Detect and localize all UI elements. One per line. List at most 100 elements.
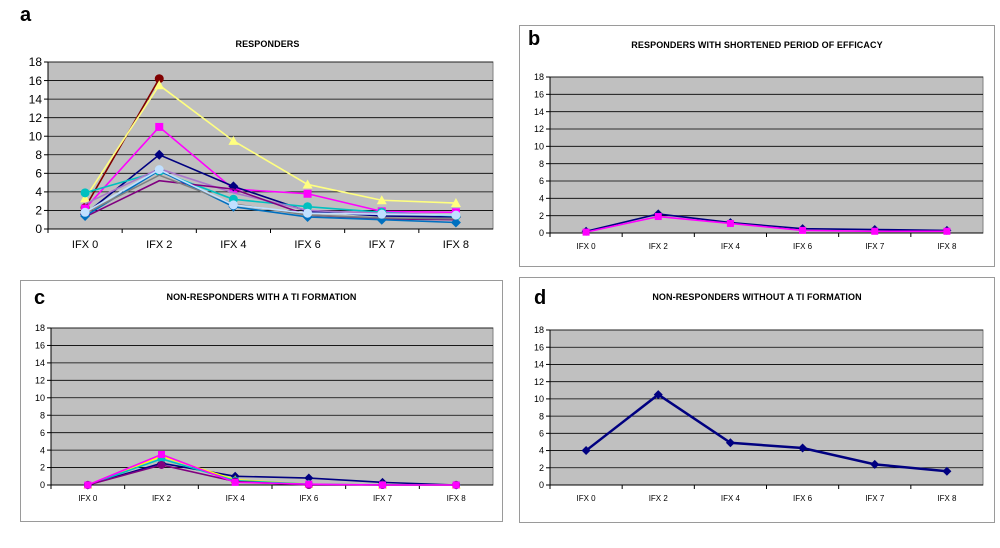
x-tick-label: IFX 7: [369, 239, 395, 251]
y-tick-label: 6: [539, 176, 544, 186]
x-tick-label: IFX 0: [78, 494, 98, 503]
y-tick-label: 10: [534, 141, 544, 151]
data-point: [377, 209, 387, 219]
plot-area: [50, 327, 494, 486]
data-point: [870, 459, 880, 469]
x-tick-label: IFX 4: [721, 494, 741, 503]
x-tick-label: IFX 2: [146, 239, 172, 251]
panel-c: c NON-RESPONDERS WITH A TI FORMATION 0 2 4…: [20, 280, 503, 522]
x-tick-label: IFX 7: [865, 242, 885, 251]
data-point: [303, 189, 312, 198]
data-point: [157, 460, 166, 469]
data-point: [302, 179, 313, 189]
data-point: [871, 227, 879, 235]
y-tick-label: 16: [534, 342, 544, 352]
data-point: [451, 210, 461, 220]
data-point: [304, 473, 314, 483]
data-point: [943, 227, 951, 235]
y-tick-label: 18: [534, 72, 544, 82]
data-point: [799, 226, 807, 234]
y-tick-label: 8: [539, 411, 544, 421]
y-tick-label: 16: [35, 341, 45, 351]
y-tick-label: 14: [534, 360, 544, 370]
y-tick-label: 16: [534, 89, 544, 99]
plot-area: [47, 61, 494, 230]
data-point: [155, 122, 164, 131]
data-point: [798, 443, 808, 453]
x-tick-label: IFX 2: [152, 494, 172, 503]
series-path: [84, 84, 456, 204]
x-tick-label: IFX 7: [373, 494, 393, 503]
chart-svg: 0 2 4 6 8 10 12 14 16 18 IFX 0 IFX 2 IFX 4 IFX 6 IFX 7…: [534, 325, 984, 503]
y-tick-label: 4: [35, 185, 42, 199]
chart-title: RESPONDERS WITH SHORTENED PERIOD OF EFFI…: [631, 40, 883, 50]
x-tick-label: IFX 8: [937, 494, 957, 503]
y-tick-label: 0: [35, 222, 42, 236]
x-tick-label: IFX 4: [220, 239, 246, 251]
y-tick-label: 4: [539, 446, 544, 456]
series-path: [585, 393, 948, 473]
y-tick-label: 18: [29, 55, 43, 69]
y-tick-label: 8: [40, 410, 45, 420]
data-point: [154, 165, 164, 175]
y-tick-label: 6: [539, 428, 544, 438]
series-line: [581, 390, 952, 476]
data-point: [80, 193, 91, 203]
series-path: [84, 168, 456, 216]
panel-letter: b: [528, 28, 541, 50]
x-tick-label: IFX 8: [443, 239, 469, 251]
y-tick-label: 14: [29, 92, 43, 106]
chart-svg: 0 2 4 6 8 10 12 14 16 18 IFX 0 IFX 2 IFX 4 IFX 6 IFX 7…: [534, 72, 984, 251]
series-path: [84, 169, 456, 224]
chart-title: NON-RESPONDERS WITH A TI FORMATION: [166, 292, 357, 302]
data-point: [452, 481, 460, 489]
chart-title: NON-RESPONDERS WITHOUT A TI FORMATION: [652, 292, 862, 302]
series-path: [87, 453, 457, 486]
y-tick-label: 4: [539, 193, 544, 203]
data-point: [942, 466, 952, 476]
y-tick-label: 8: [35, 148, 42, 162]
series-path: [84, 179, 456, 221]
series-line: [84, 179, 456, 221]
y-tick-label: 2: [35, 204, 42, 218]
x-tick-label: IFX 6: [299, 494, 319, 503]
y-tick-label: 10: [534, 394, 544, 404]
data-point: [379, 481, 386, 489]
y-tick-label: 4: [40, 445, 45, 455]
series-path: [84, 125, 456, 214]
x-tick-label: IFX 7: [865, 494, 885, 503]
x-tick-label: IFX 2: [649, 494, 669, 503]
data-point: [231, 478, 239, 486]
data-point: [228, 135, 239, 145]
data-point: [303, 208, 313, 218]
series-path: [585, 213, 947, 233]
series-line: [80, 165, 461, 220]
data-point: [228, 200, 238, 210]
panel-a: a RESPONDERS 0 2 4 6 8 10 12 14 16 18 IFX 0 IFX 2 IF…: [0, 0, 505, 262]
chart-svg: 0 2 4 6 8 10 12 14 16 18 IFX 0 IFX 2 IFX 4 IFX 6 IFX 7…: [29, 55, 494, 251]
data-point: [725, 438, 735, 448]
series-path: [87, 462, 457, 486]
data-point: [450, 198, 461, 208]
x-tick-label: IFX 8: [447, 494, 467, 503]
y-tick-label: 2: [539, 211, 544, 221]
data-point: [80, 207, 90, 217]
panel-d: d NON-RESPONDERS WITHOUT A TI FORMATION …: [519, 277, 995, 523]
data-point: [154, 149, 165, 160]
x-tick-label: IFX 4: [226, 494, 246, 503]
x-tick-label: IFX 6: [793, 494, 813, 503]
series-line: [80, 80, 461, 208]
panel-letter: c: [34, 287, 46, 309]
data-point: [582, 228, 590, 236]
y-tick-label: 0: [40, 480, 45, 490]
y-tick-label: 12: [35, 375, 45, 385]
y-tick-label: 16: [29, 74, 43, 88]
y-tick-label: 12: [534, 124, 544, 134]
series-path: [84, 153, 456, 218]
plot-area: [549, 76, 984, 234]
series-line: [582, 213, 951, 236]
y-tick-label: 18: [35, 323, 45, 333]
x-tick-label: IFX 0: [577, 242, 597, 251]
y-tick-label: 18: [534, 325, 544, 335]
data-point: [80, 188, 90, 198]
